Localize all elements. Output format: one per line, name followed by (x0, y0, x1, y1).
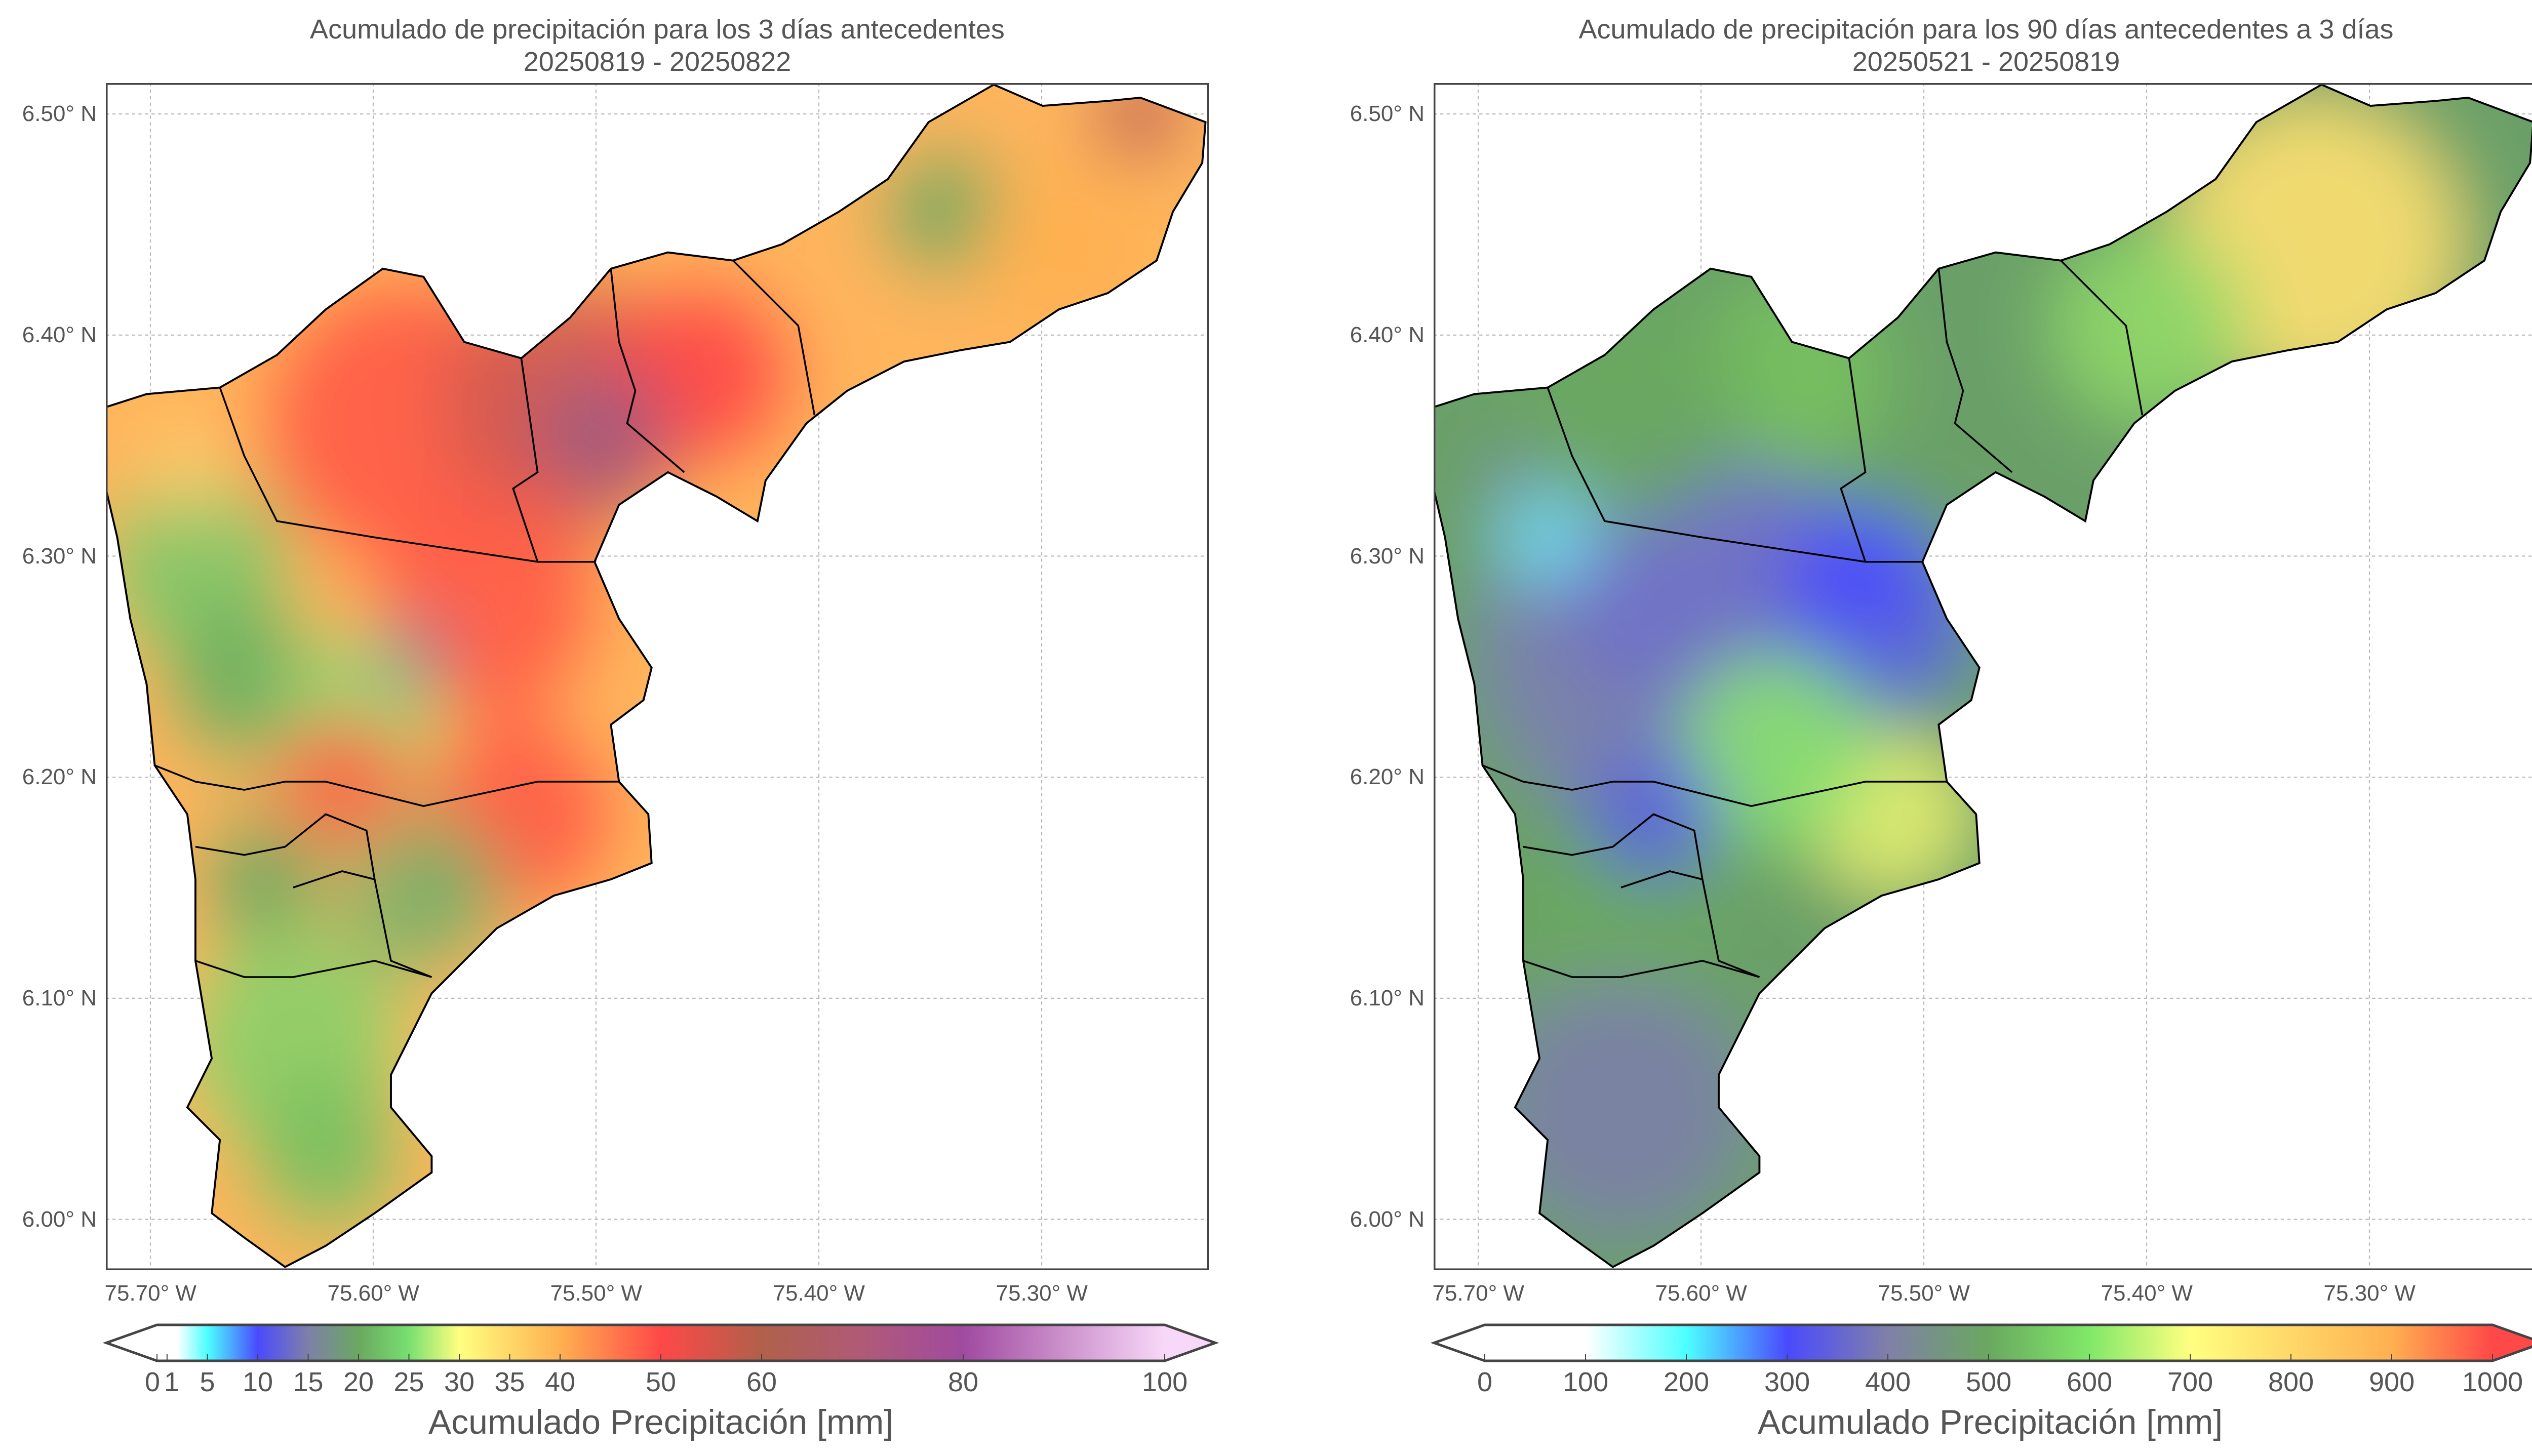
y-tick-label: 6.00° N (1350, 1206, 1425, 1232)
x-tick-label: 75.60° W (1655, 1281, 1747, 1306)
precip-cell (244, 1074, 408, 1238)
left-title-line2: 20250819 - 20250822 (523, 47, 792, 77)
x-tick-label: 75.40° W (773, 1281, 865, 1306)
right-colorbar-label: Acumulado Precipitación [mm] (1757, 1403, 2223, 1441)
left-colorbar-label: Acumulado Precipitación [mm] (428, 1403, 894, 1441)
y-tick-label: 6.20° N (22, 764, 97, 790)
y-tick-label: 6.20° N (1350, 764, 1425, 790)
precip-cell (1490, 977, 1752, 1238)
colorbar-tick-label: 800 (2268, 1367, 2314, 1397)
subbasin-boundary (732, 260, 816, 416)
colorbar-tick-label: 60 (746, 1367, 777, 1397)
precip-cell (977, 163, 1140, 326)
colorbar-tick-label: 25 (393, 1367, 424, 1397)
right-title-line2: 20250521 - 20250819 (1852, 47, 2120, 77)
colorbar-extend-min (106, 1325, 157, 1361)
x-tick-label: 75.50° W (550, 1281, 642, 1306)
y-tick-label: 6.30° N (1350, 543, 1425, 569)
colorbar-extend-max (1165, 1325, 1215, 1361)
left-colorbar (102, 1323, 1219, 1362)
subbasin-boundary (293, 870, 375, 888)
x-tick-label: 75.60° W (327, 1281, 419, 1306)
y-tick-label: 6.00° N (22, 1206, 97, 1232)
map-frame (1434, 83, 2532, 1270)
subbasin-boundary (195, 813, 432, 978)
precip-cell (195, 814, 326, 945)
precip-cell (537, 366, 668, 497)
precip-cell (382, 619, 448, 684)
right-colorbar (1430, 1323, 2532, 1362)
y-tick-label: 6.50° N (22, 101, 97, 127)
colorbar-extend-max (2493, 1325, 2532, 1361)
left-title-line1: Acumulado de precipitación para los 3 dí… (310, 14, 1005, 45)
precip-field (1434, 85, 2532, 1267)
y-tick-label: 6.10° N (22, 985, 97, 1010)
precip-cell (2052, 228, 2248, 424)
precip-cell (1792, 505, 1923, 635)
colorbar-tick-label: 1 (164, 1367, 179, 1397)
colorbar-tick-label: 700 (2167, 1367, 2213, 1397)
left-precip-map (106, 83, 1209, 1270)
colorbar-tick-label: 50 (646, 1367, 677, 1397)
subbasin-boundary (1547, 387, 1923, 563)
colorbar-tick-label: 500 (1966, 1367, 2012, 1397)
precip-cell (1515, 293, 1744, 521)
x-tick-label: 75.30° W (996, 1281, 1088, 1306)
subbasin-boundary (195, 960, 432, 978)
colorbar-tick-label: 200 (1664, 1367, 1710, 1397)
subbasin-boundary (154, 764, 619, 807)
precip-cell (342, 814, 505, 977)
y-tick-label: 6.40° N (1350, 322, 1425, 347)
subbasin-boundary (1937, 268, 2013, 473)
x-tick-label: 75.70° W (1432, 1281, 1524, 1306)
subbasin-boundary (610, 268, 685, 473)
colorbar-tick-label: 30 (444, 1367, 475, 1397)
subbasin-boundary (2060, 260, 2144, 416)
colorbar-tick-label: 400 (1865, 1367, 1911, 1397)
colorbar-tick-label: 15 (293, 1367, 324, 1397)
left-map-title: Acumulado de precipitación para los 3 dí… (50, 13, 1265, 78)
y-tick-label: 6.30° N (22, 543, 97, 569)
precip-cell (276, 716, 408, 847)
subbasin-boundary (1620, 870, 1703, 888)
precip-field (106, 85, 1206, 1267)
right-title-line1: Acumulado de precipitación para los 90 d… (1578, 14, 2394, 45)
region-outline (1434, 84, 2532, 1268)
colorbar-tick-label: 900 (2369, 1367, 2415, 1397)
map-frame (106, 83, 1209, 1270)
y-tick-label: 6.50° N (1350, 101, 1425, 127)
subbasin-boundary (512, 358, 539, 562)
colorbar-tick-label: 10 (243, 1367, 273, 1397)
colorbar-extend-min (1434, 1325, 1485, 1361)
colorbar-tick-label: 80 (948, 1367, 979, 1397)
colorbar-tick-label: 100 (1142, 1367, 1188, 1397)
precip-cell (1498, 488, 1597, 586)
subbasin-boundary (1482, 764, 1947, 807)
y-tick-label: 6.40° N (22, 322, 97, 347)
subbasin-boundary (219, 387, 595, 563)
right-map-title: Acumulado de precipitación para los 90 d… (1378, 13, 2532, 78)
precip-cell (1678, 651, 1874, 847)
colorbar-tick-label: 0 (144, 1367, 160, 1397)
colorbar-tick-label: 1000 (2462, 1367, 2523, 1397)
x-tick-label: 75.30° W (2323, 1281, 2416, 1306)
x-tick-label: 75.70° W (104, 1281, 196, 1306)
subbasin-boundary (1840, 358, 1867, 562)
precip-cell (146, 431, 228, 513)
y-tick-label: 6.10° N (1350, 985, 1425, 1010)
subbasin-boundary (1523, 960, 1760, 978)
subbasin-boundary (1523, 813, 1760, 978)
colorbar-tick-label: 0 (1477, 1367, 1493, 1397)
x-tick-label: 75.40° W (2101, 1281, 2193, 1306)
region-outline (106, 84, 1207, 1268)
colorbar-tick-label: 300 (1764, 1367, 1810, 1397)
colorbar-tick-label: 35 (494, 1367, 525, 1397)
colorbar-tick-label: 20 (343, 1367, 374, 1397)
colorbar-tick-label: 5 (200, 1367, 215, 1397)
right-precip-map (1434, 83, 2532, 1270)
colorbar-tick-label: 100 (1563, 1367, 1609, 1397)
x-tick-label: 75.50° W (1878, 1281, 1970, 1306)
colorbar-tick-label: 600 (2067, 1367, 2113, 1397)
colorbar-tick-label: 40 (545, 1367, 576, 1397)
